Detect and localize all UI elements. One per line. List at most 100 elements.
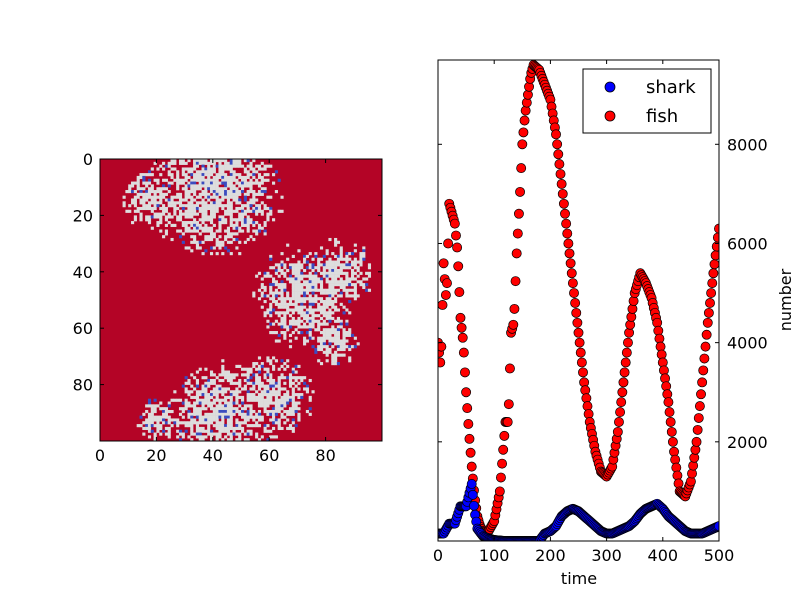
heatmap-cell xyxy=(345,333,349,337)
heatmap-cell xyxy=(266,424,270,428)
heatmap-cell xyxy=(280,280,284,284)
heatmap-cell xyxy=(269,384,273,388)
heatmap-cell xyxy=(159,415,163,419)
heatmap-cell xyxy=(193,235,197,239)
heatmap-cell xyxy=(280,311,284,315)
heatmap-cell xyxy=(288,266,293,270)
heatmap-cell xyxy=(218,409,222,414)
heatmap-cell xyxy=(232,226,236,230)
heatmap-cell xyxy=(229,412,233,416)
heatmap-cell xyxy=(297,277,301,281)
heatmap-cell xyxy=(260,305,264,309)
heatmap-cell xyxy=(274,294,278,298)
scatter-point-fish xyxy=(511,248,522,259)
heatmap-cell xyxy=(221,215,225,219)
scatter-point-fish xyxy=(691,436,702,447)
heatmap-cell xyxy=(314,254,318,258)
heatmap-cell xyxy=(207,398,211,402)
heatmap-cell xyxy=(176,429,180,433)
heatmap-cell xyxy=(224,181,228,185)
heatmap-cell xyxy=(178,398,183,402)
heatmap-cell xyxy=(226,229,231,233)
heatmap-cell xyxy=(291,429,295,433)
heatmap-cell xyxy=(215,201,219,205)
heatmap-cell xyxy=(246,221,250,225)
heatmap-cell xyxy=(235,232,239,236)
heatmap-cell xyxy=(133,209,137,213)
heatmap-cell xyxy=(190,240,194,244)
heatmap-cell xyxy=(226,438,231,442)
heatmap-cell xyxy=(139,198,143,202)
heatmap-cell xyxy=(280,288,284,292)
heatmap-cell xyxy=(303,316,307,321)
heatmap-cell xyxy=(277,274,281,278)
heatmap-cell xyxy=(331,263,335,267)
heatmap-cell xyxy=(350,263,355,267)
heatmap-cell xyxy=(226,404,231,408)
heatmap-cell xyxy=(339,291,343,295)
heatmap-cell xyxy=(238,240,242,244)
heatmap-cell xyxy=(305,288,309,292)
heatmap-cell xyxy=(204,206,208,211)
heatmap-cell xyxy=(319,305,324,309)
heatmap-cell xyxy=(198,246,202,250)
heatmap-cell xyxy=(266,390,270,394)
heatmap-cell xyxy=(319,322,324,326)
heatmap-cell xyxy=(201,407,205,411)
heatmap-x-tick-label: 80 xyxy=(315,446,335,465)
heatmap-cell xyxy=(221,370,225,374)
heatmap-cell xyxy=(229,378,233,383)
heatmap-cell xyxy=(322,302,326,306)
heatmap-cell xyxy=(241,387,245,391)
heatmap-cell xyxy=(272,390,276,394)
heatmap-cell xyxy=(291,271,295,275)
heatmap-cell xyxy=(308,407,312,411)
heatmap-cell xyxy=(319,336,324,340)
heatmap-cell xyxy=(195,415,199,419)
heatmap-cell xyxy=(263,393,267,397)
heatmap-cell xyxy=(224,415,228,419)
heatmap-cell xyxy=(156,181,160,185)
heatmap-cell xyxy=(226,201,231,205)
heatmap-cell xyxy=(260,187,264,191)
heatmap-cell xyxy=(300,378,304,383)
heatmap-cell xyxy=(260,390,264,394)
heatmap-cell xyxy=(263,398,267,402)
heatmap-cell xyxy=(167,404,171,408)
heatmap-cell xyxy=(167,421,171,425)
scatter-point-fish xyxy=(440,290,451,300)
heatmap-cell xyxy=(195,175,199,180)
heatmap-cell xyxy=(153,212,157,216)
heatmap-cell xyxy=(241,178,245,182)
heatmap-cell xyxy=(255,435,259,439)
heatmap-cell xyxy=(162,184,166,188)
heatmap-cell xyxy=(221,412,225,416)
heatmap-cell xyxy=(224,373,228,377)
heatmap-cell xyxy=(147,192,152,196)
heatmap-cell xyxy=(331,356,335,360)
heatmap-cell xyxy=(353,285,357,290)
heatmap-cell xyxy=(246,209,250,213)
heatmap-cell xyxy=(331,362,335,366)
heatmap-cell xyxy=(147,401,152,405)
heatmap-cell xyxy=(303,288,307,292)
heatmap-cell xyxy=(297,364,301,368)
heatmap-cell xyxy=(209,435,214,439)
heatmap-cell xyxy=(142,198,146,202)
heatmap-cell xyxy=(212,235,216,239)
heatmap-cell xyxy=(184,173,188,177)
heatmap-cell xyxy=(201,215,205,219)
heatmap-cell xyxy=(195,370,199,374)
heatmap-cell xyxy=(190,215,194,219)
heatmap-cell xyxy=(336,240,340,244)
heatmap-cell xyxy=(286,311,290,315)
heatmap-cell xyxy=(331,345,335,349)
heatmap-cell xyxy=(193,175,197,180)
heatmap-cell xyxy=(209,404,214,408)
heatmap-cell xyxy=(142,201,146,205)
heatmap-cell xyxy=(257,415,262,419)
heatmap-cell xyxy=(187,246,191,250)
heatmap-cell xyxy=(272,407,276,411)
heatmap-cell xyxy=(314,283,318,287)
heatmap-cell xyxy=(272,384,276,388)
